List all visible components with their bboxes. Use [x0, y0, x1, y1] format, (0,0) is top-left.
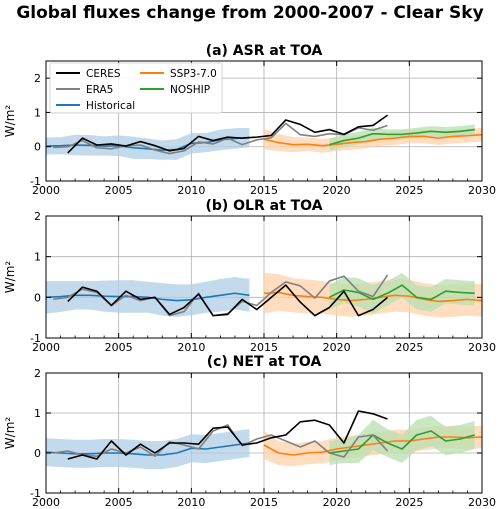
legend-label: SSP3-7.0 [170, 68, 217, 80]
panel-title: (a) ASR at TOA [206, 43, 323, 59]
figure-title: Global fluxes change from 2000-2007 - Cl… [16, 3, 483, 23]
y-tick-label: 2 [34, 72, 41, 85]
x-tick-label: 2020 [323, 496, 351, 509]
x-tick-label: 2010 [177, 496, 205, 509]
plot-area [46, 61, 482, 181]
x-tick-label: 2025 [395, 496, 423, 509]
x-tick-label: 2005 [105, 341, 133, 354]
series-line-ssp3-7.0 [263, 436, 482, 456]
legend-entry-era5: ERA5 [56, 84, 113, 96]
legend-label: ERA5 [86, 84, 113, 96]
y-tick-label: 1 [34, 106, 41, 119]
series-line-noship [329, 128, 475, 146]
x-tick-label: 2015 [250, 184, 278, 197]
y-tick-label: 0 [34, 141, 41, 154]
y-tick-label: 0 [34, 291, 41, 304]
panel-title: (c) NET at TOA [207, 354, 322, 370]
x-tick-label: 2000 [32, 184, 60, 197]
x-tick-label: 2010 [177, 184, 205, 197]
y-tick-label: -1 [30, 487, 41, 500]
x-tick-label: 2025 [395, 341, 423, 354]
legend-label: NOSHIP [170, 84, 210, 96]
series-line-ceres [67, 410, 388, 460]
legend-entry-ssp3-7.0: SSP3-7.0 [140, 68, 217, 80]
y-tick-label: 2 [34, 210, 41, 223]
x-tick-label: 2005 [105, 184, 133, 197]
band-noship [329, 272, 475, 314]
x-tick-label: 2030 [468, 184, 496, 197]
plot-area [46, 216, 482, 338]
series-line-noship [329, 284, 475, 301]
x-tick-label: 2000 [32, 341, 60, 354]
y-tick-label: 0 [34, 447, 41, 460]
x-tick-label: 2010 [177, 341, 205, 354]
y-tick-label: 2 [34, 367, 41, 380]
plot-area [46, 373, 482, 493]
legend-entry-historical: Historical [56, 100, 135, 112]
series-line-ceres [67, 114, 388, 154]
y-axis-label: W/m² [3, 417, 17, 450]
x-tick-label: 2015 [250, 496, 278, 509]
series-line-ceres [67, 284, 389, 317]
y-axis-label: W/m² [3, 261, 17, 294]
series-line-era5 [53, 122, 388, 155]
legend-entry-noship: NOSHIP [140, 84, 210, 96]
x-tick-label: 2025 [395, 184, 423, 197]
x-tick-label: 2000 [32, 496, 60, 509]
legend: CERES ERA5 Historical SSP3-7.0 NOSHIP [49, 62, 223, 114]
x-tick-label: 2020 [323, 184, 351, 197]
x-tick-label: 2020 [323, 341, 351, 354]
legend-label: Historical [86, 100, 135, 112]
y-tick-label: 1 [34, 407, 41, 420]
x-tick-label: 2030 [468, 341, 496, 354]
x-tick-label: 2015 [250, 341, 278, 354]
y-tick-label: -1 [30, 175, 41, 188]
x-tick-label: 2005 [105, 496, 133, 509]
y-tick-label: -1 [30, 332, 41, 345]
legend-label: CERES [86, 68, 121, 80]
y-tick-label: 1 [34, 251, 41, 264]
series-line-ssp3-7.0 [263, 133, 482, 147]
legend-box [49, 62, 223, 114]
x-tick-label: 2030 [468, 496, 496, 509]
series-line-historical [46, 292, 250, 302]
legend-entry-ceres: CERES [56, 68, 121, 80]
series-line-ssp3-7.0 [263, 291, 482, 303]
panel-title: (b) OLR at TOA [205, 198, 322, 214]
series-line-noship [329, 430, 475, 454]
y-axis-label: W/m² [3, 105, 17, 138]
